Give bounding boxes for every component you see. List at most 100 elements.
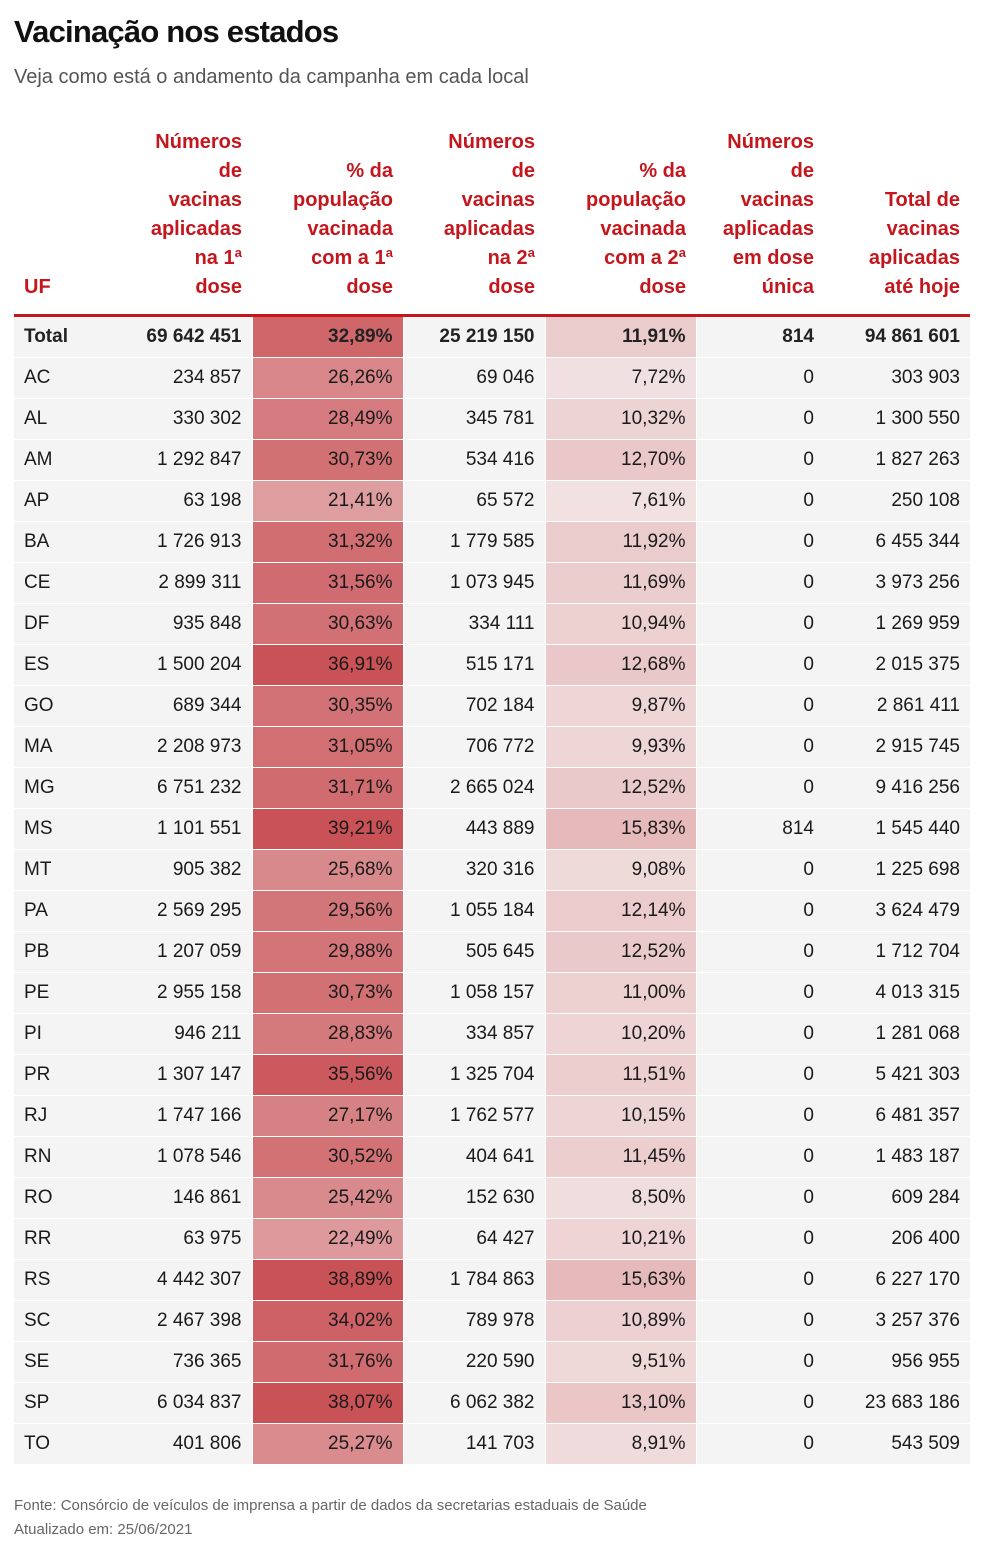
cell-single-dose-count: 0 <box>696 439 824 481</box>
cell-uf: RS <box>14 1259 106 1301</box>
cell-first-dose-pct: 28,83% <box>252 1013 404 1055</box>
cell-total-applied: 6 481 357 <box>824 1095 970 1137</box>
column-header-line: aplicadas <box>868 247 960 269</box>
column-header-line: em dose <box>732 247 814 269</box>
column-header-line: Números <box>155 131 242 153</box>
table-row: AP 63 198 21,41% 65 572 7,61% 0 250 108 <box>14 480 970 522</box>
cell-total-applied: 543 509 <box>824 1423 970 1465</box>
cell-first-dose-count: 2 955 158 <box>106 972 253 1014</box>
cell-total-applied: 1 269 959 <box>824 603 970 645</box>
column-header-second-dose-count: Números de vacinas aplicadas na 2ª dose <box>403 128 545 317</box>
cell-first-dose-pct: 30,52% <box>252 1136 404 1178</box>
table-row: TO 401 806 25,27% 141 703 8,91% 0 543 509 <box>14 1423 970 1465</box>
cell-total-applied: 303 903 <box>824 357 970 399</box>
cell-first-dose-pct: 36,91% <box>252 644 404 686</box>
cell-total-applied: 3 624 479 <box>824 890 970 932</box>
column-header-line: dose <box>639 276 686 298</box>
cell-total-applied: 4 013 315 <box>824 972 970 1014</box>
table-row: CE 2 899 311 31,56% 1 073 945 11,69% 0 3 973 2… <box>14 562 970 604</box>
table-row: GO 689 344 30,35% 702 184 9,87% 0 2 861 411 <box>14 685 970 727</box>
table-row: SP 6 034 837 38,07% 6 062 382 13,10% 0 23 683 … <box>14 1382 970 1424</box>
cell-second-dose-count: 404 641 <box>403 1136 546 1178</box>
cell-uf: SE <box>14 1341 106 1383</box>
cell-first-dose-pct: 25,68% <box>252 849 404 891</box>
column-header-line: dose <box>195 276 242 298</box>
cell-uf: RJ <box>14 1095 106 1137</box>
cell-first-dose-pct: 21,41% <box>252 480 404 522</box>
cell-second-dose-count: 220 590 <box>403 1341 546 1383</box>
table-row: RO 146 861 25,42% 152 630 8,50% 0 609 284 <box>14 1177 970 1219</box>
cell-single-dose-count: 0 <box>696 1382 824 1424</box>
cell-first-dose-count: 2 208 973 <box>106 726 253 768</box>
cell-total-applied: 2 861 411 <box>824 685 970 727</box>
cell-total-applied: 1 225 698 <box>824 849 970 891</box>
cell-second-dose-pct: 11,00% <box>545 972 697 1014</box>
cell-single-dose-count: 0 <box>696 357 824 399</box>
column-header-line: aplicadas <box>722 218 814 240</box>
cell-single-dose-count: 0 <box>696 685 824 727</box>
column-header-line: de <box>511 160 535 182</box>
cell-first-dose-pct: 22,49% <box>252 1218 404 1260</box>
column-header-uf: UF <box>14 128 106 317</box>
cell-second-dose-pct: 11,91% <box>545 315 697 358</box>
cell-uf: PE <box>14 972 106 1014</box>
cell-second-dose-pct: 12,68% <box>545 644 697 686</box>
cell-total-applied: 9 416 256 <box>824 767 970 809</box>
cell-first-dose-pct: 31,32% <box>252 521 404 563</box>
cell-total-applied: 3 973 256 <box>824 562 970 604</box>
table-row: MT 905 382 25,68% 320 316 9,08% 0 1 225 698 <box>14 849 970 891</box>
cell-single-dose-count: 0 <box>696 521 824 563</box>
column-header-line: vacinas <box>740 189 814 211</box>
column-header-line: única <box>761 276 814 298</box>
cell-second-dose-pct: 11,45% <box>545 1136 697 1178</box>
cell-second-dose-pct: 13,10% <box>545 1382 697 1424</box>
cell-second-dose-count: 443 889 <box>403 808 546 850</box>
cell-second-dose-count: 1 779 585 <box>403 521 546 563</box>
cell-second-dose-pct: 9,87% <box>545 685 697 727</box>
cell-second-dose-pct: 10,94% <box>545 603 697 645</box>
cell-first-dose-pct: 31,05% <box>252 726 404 768</box>
column-header-line: dose <box>488 276 535 298</box>
updated-note: Atualizado em: 25/06/2021 <box>14 1521 193 1538</box>
table-row: RJ 1 747 166 27,17% 1 762 577 10,15% 0 6 481 3… <box>14 1095 970 1137</box>
table-row: RN 1 078 546 30,52% 404 641 11,45% 0 1 483 187 <box>14 1136 970 1178</box>
cell-first-dose-pct: 25,42% <box>252 1177 404 1219</box>
cell-second-dose-pct: 11,69% <box>545 562 697 604</box>
cell-second-dose-pct: 10,21% <box>545 1218 697 1260</box>
cell-second-dose-count: 1 762 577 <box>403 1095 546 1137</box>
cell-second-dose-pct: 9,93% <box>545 726 697 768</box>
cell-single-dose-count: 0 <box>696 562 824 604</box>
cell-single-dose-count: 0 <box>696 890 824 932</box>
column-header-line: população <box>585 189 686 211</box>
cell-first-dose-count: 1 747 166 <box>106 1095 253 1137</box>
cell-uf: MA <box>14 726 106 768</box>
cell-first-dose-count: 1 207 059 <box>106 931 253 973</box>
cell-second-dose-count: 2 665 024 <box>403 767 546 809</box>
column-header-first-dose-count: Números de vacinas aplicadas na 1ª dose <box>106 128 252 317</box>
cell-first-dose-count: 2 569 295 <box>106 890 253 932</box>
cell-uf: PA <box>14 890 106 932</box>
cell-total-applied: 3 257 376 <box>824 1300 970 1342</box>
table-row: MG 6 751 232 31,71% 2 665 024 12,52% 0 9 416 2… <box>14 767 970 809</box>
cell-uf: MT <box>14 849 106 891</box>
cell-first-dose-count: 1 292 847 <box>106 439 253 481</box>
table-row: SE 736 365 31,76% 220 590 9,51% 0 956 955 <box>14 1341 970 1383</box>
cell-total-applied: 609 284 <box>824 1177 970 1219</box>
cell-first-dose-count: 234 857 <box>106 357 253 399</box>
cell-uf: RR <box>14 1218 106 1260</box>
cell-total-applied: 94 861 601 <box>824 315 970 358</box>
cell-total-applied: 6 227 170 <box>824 1259 970 1301</box>
column-header-line: na 1ª <box>194 247 242 269</box>
table-row: PA 2 569 295 29,56% 1 055 184 12,14% 0 3 624 4… <box>14 890 970 932</box>
cell-uf: SC <box>14 1300 106 1342</box>
cell-uf: MS <box>14 808 106 850</box>
cell-second-dose-pct: 12,52% <box>545 931 697 973</box>
table-row: AM 1 292 847 30,73% 534 416 12,70% 0 1 827 263 <box>14 439 970 481</box>
cell-first-dose-pct: 30,63% <box>252 603 404 645</box>
cell-second-dose-count: 706 772 <box>403 726 546 768</box>
cell-second-dose-count: 505 645 <box>403 931 546 973</box>
cell-uf: PI <box>14 1013 106 1055</box>
cell-total-applied: 23 683 186 <box>824 1382 970 1424</box>
cell-second-dose-count: 65 572 <box>403 480 546 522</box>
cell-first-dose-count: 63 975 <box>106 1218 253 1260</box>
